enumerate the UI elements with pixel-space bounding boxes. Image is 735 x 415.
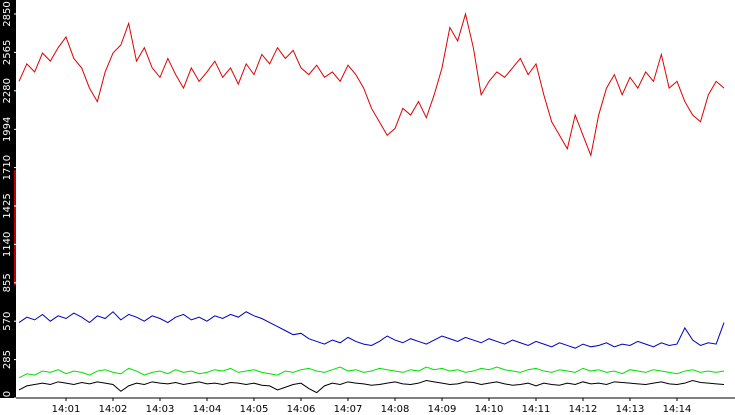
x-tick-label: 14:06 xyxy=(287,404,316,415)
y-tick-label: 1994 xyxy=(2,117,13,142)
x-tick-label: 14:08 xyxy=(381,404,410,415)
y-axis-stripe xyxy=(14,170,16,285)
series-line xyxy=(18,379,725,394)
x-tick-label: 14:10 xyxy=(475,404,504,415)
series-line xyxy=(18,366,725,379)
y-tick-label: 855 xyxy=(2,273,13,292)
x-tick-label: 14:12 xyxy=(569,404,598,415)
x-tick-label: 14:14 xyxy=(663,404,692,415)
x-tick-label: 14:02 xyxy=(99,404,128,415)
series-line xyxy=(18,311,725,349)
y-tick-label: 1140 xyxy=(2,232,13,257)
x-tick-label: 14:11 xyxy=(522,404,551,415)
x-tick-label: 14:07 xyxy=(334,404,363,415)
y-tick-label: 1425 xyxy=(2,193,13,218)
y-tick-label: 2850 xyxy=(2,1,13,26)
y-tick-label: 285 xyxy=(2,350,13,369)
y-tick-label: 570 xyxy=(2,312,13,331)
x-tick-label: 14:05 xyxy=(240,404,269,415)
y-axis-bar xyxy=(0,0,16,398)
x-tick-label: 14:09 xyxy=(428,404,457,415)
x-tick-label: 14:13 xyxy=(616,404,645,415)
x-tick-label: 14:04 xyxy=(193,404,222,415)
y-tick-label: 2280 xyxy=(2,78,13,103)
series-line xyxy=(18,12,725,158)
x-tick-label: 14:03 xyxy=(146,404,175,415)
y-tick-label: 2565 xyxy=(2,40,13,65)
x-tick-label: 14:01 xyxy=(52,404,81,415)
y-tick-label: 1710 xyxy=(2,155,13,180)
y-tick-label: 0 xyxy=(2,391,13,397)
